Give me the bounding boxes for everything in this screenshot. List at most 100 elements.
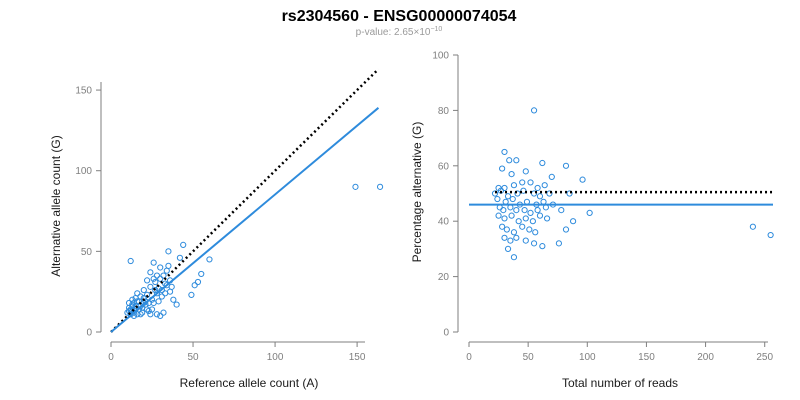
data-point xyxy=(198,270,205,278)
data-point xyxy=(539,243,546,250)
left-x-tick-label: 0 xyxy=(108,352,114,363)
data-point xyxy=(163,282,170,289)
data-point xyxy=(158,293,165,300)
data-point xyxy=(519,223,526,230)
data-point xyxy=(555,240,562,247)
data-point xyxy=(155,298,162,305)
data-point xyxy=(569,218,577,225)
data-point xyxy=(157,312,164,319)
left-scatter-panel: Reference allele count (A) Alternative a… xyxy=(49,68,384,390)
data-point xyxy=(767,231,774,239)
data-point xyxy=(501,184,508,192)
data-point xyxy=(150,275,157,282)
data-point xyxy=(152,278,159,286)
right-y-tick-label: 60 xyxy=(438,161,450,172)
left-y-tick-label: 150 xyxy=(75,86,92,97)
data-point xyxy=(586,209,593,216)
data-point xyxy=(510,182,518,189)
data-point xyxy=(510,229,518,236)
data-point xyxy=(536,212,544,219)
data-point xyxy=(504,193,512,200)
data-point xyxy=(522,215,529,222)
data-point xyxy=(534,207,541,214)
data-point xyxy=(170,296,177,303)
data-point xyxy=(188,291,195,299)
right-x-axis-title: Total number of reads xyxy=(562,376,678,390)
chart-title: rs2304560 - ENSG00000074054 xyxy=(282,8,517,25)
data-point xyxy=(539,159,546,167)
data-point xyxy=(529,218,536,225)
data-point xyxy=(543,215,551,222)
right-x-tick-label: 0 xyxy=(466,352,472,363)
pvalue-exponent: −10 xyxy=(430,26,442,33)
data-point xyxy=(515,218,522,225)
data-point xyxy=(548,173,555,180)
data-point xyxy=(521,207,528,214)
data-point xyxy=(507,237,514,244)
data-point xyxy=(160,309,167,316)
right-x-tick-label: 50 xyxy=(523,352,535,363)
right-x-tick-label: 250 xyxy=(756,352,773,363)
data-point xyxy=(522,237,529,244)
data-point xyxy=(562,162,570,169)
left-x-tick-label: 150 xyxy=(349,352,366,363)
data-point xyxy=(143,291,151,299)
data-point xyxy=(514,190,521,197)
data-point xyxy=(501,234,508,241)
data-point xyxy=(157,264,164,271)
data-point xyxy=(499,223,506,230)
pvalue-text: p-value: 2.65×10 xyxy=(356,27,431,38)
left-y-tick-label: 100 xyxy=(75,166,92,177)
data-point xyxy=(509,195,516,203)
data-point xyxy=(527,209,534,216)
data-point xyxy=(501,215,508,222)
right-y-tick-label: 20 xyxy=(438,272,450,283)
data-point xyxy=(352,183,359,190)
data-point xyxy=(157,275,164,282)
data-point xyxy=(562,226,570,233)
data-point xyxy=(166,288,174,295)
left-y-axis-title: Alternative allele count (G) xyxy=(49,135,63,276)
right-y-tick-label: 100 xyxy=(432,51,449,62)
data-point xyxy=(191,282,198,289)
right-x-tick-label: 200 xyxy=(697,352,714,363)
data-point xyxy=(508,212,515,219)
data-point xyxy=(499,165,506,172)
data-point xyxy=(150,259,157,266)
data-point xyxy=(145,307,152,315)
data-point xyxy=(536,193,544,200)
chart-subtitle: p-value: 2.65×10−10 xyxy=(356,26,443,38)
data-point xyxy=(147,283,154,290)
data-point xyxy=(143,306,151,313)
data-point xyxy=(134,290,141,297)
data-point xyxy=(749,223,756,230)
data-point xyxy=(165,262,172,269)
data-point xyxy=(519,179,526,186)
data-point xyxy=(532,229,539,236)
data-point xyxy=(160,272,167,279)
data-point xyxy=(194,278,202,286)
data-point xyxy=(530,107,538,114)
data-point xyxy=(510,254,518,261)
data-point xyxy=(566,190,573,197)
data-point xyxy=(147,269,154,276)
data-point xyxy=(147,311,154,318)
data-point xyxy=(500,207,507,214)
data-point xyxy=(165,248,172,255)
data-point xyxy=(494,195,501,203)
data-point xyxy=(526,226,533,233)
data-point xyxy=(501,148,508,156)
left-x-tick-label: 50 xyxy=(187,352,199,363)
data-point xyxy=(376,183,384,190)
data-point xyxy=(135,306,142,313)
left-y-tick-label: 0 xyxy=(86,328,92,339)
data-point xyxy=(153,311,161,318)
data-point xyxy=(132,303,139,310)
data-point xyxy=(541,182,548,189)
data-point xyxy=(495,212,502,219)
data-point xyxy=(508,171,515,178)
data-point xyxy=(180,241,187,249)
data-point xyxy=(504,245,512,252)
left-y-tick-label: 50 xyxy=(81,247,93,258)
right-y-tick-label: 80 xyxy=(438,106,450,117)
